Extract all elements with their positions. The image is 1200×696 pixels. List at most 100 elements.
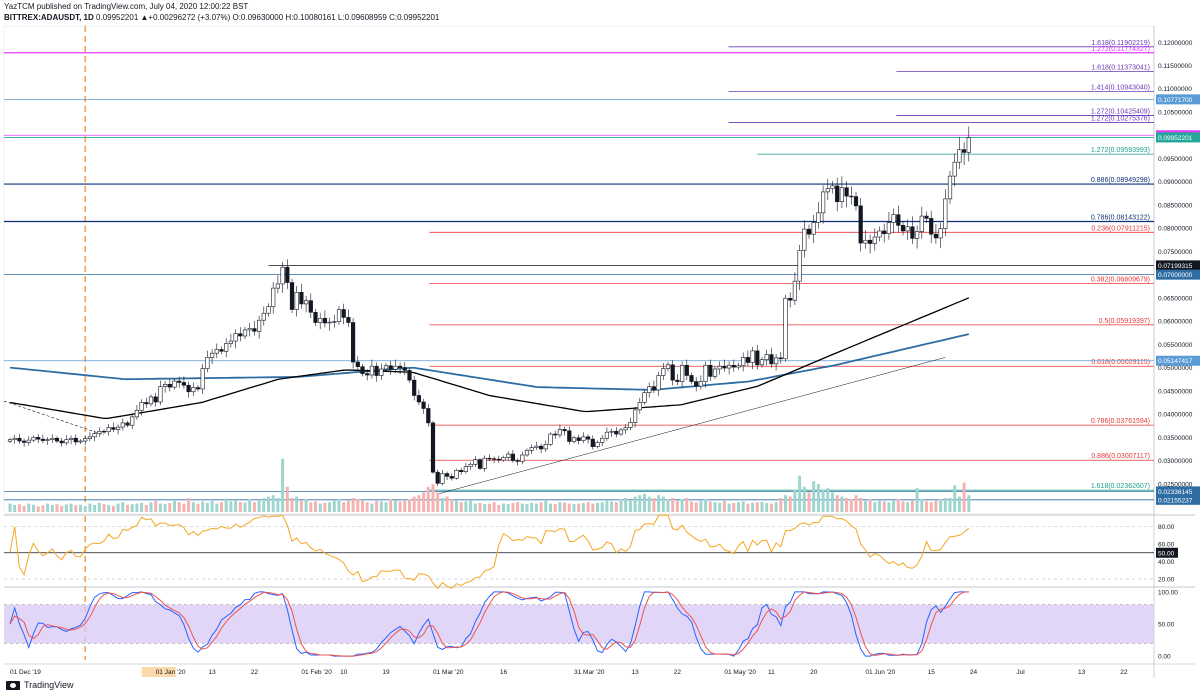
volume-bar [845, 498, 849, 512]
volume-bar [205, 502, 209, 512]
candle [557, 424, 562, 438]
volume-bar [426, 486, 430, 512]
volume-bar [835, 495, 839, 512]
volume-bar [784, 495, 787, 512]
candle-body [350, 322, 356, 363]
price-label-text: 0.10771700 [1158, 97, 1193, 104]
candle-body [313, 311, 318, 323]
time-tick-label: Jul [1016, 669, 1025, 676]
candle [12, 435, 17, 444]
volume-bar [455, 500, 458, 512]
price-tick-label: 0.06000000 [1158, 319, 1193, 326]
time-tick-label: 13 [1078, 669, 1086, 676]
candle [886, 212, 891, 240]
candle [40, 434, 45, 444]
volume-bar [934, 500, 938, 512]
candle [31, 435, 36, 443]
candle-body [745, 357, 750, 363]
candle [303, 295, 309, 313]
candle-body [7, 439, 13, 442]
volume-bar [915, 488, 919, 512]
candle [163, 380, 168, 393]
volume-bar [737, 502, 740, 512]
candle-body [407, 370, 412, 381]
volume-bar [497, 505, 501, 512]
candle [600, 435, 605, 447]
candle [416, 389, 422, 406]
candle [73, 434, 78, 446]
volume-bar [309, 502, 313, 512]
volume-bar [464, 501, 468, 512]
time-tick-label: 01 Dec '19 [10, 669, 41, 676]
stoch-k-line [9, 591, 969, 657]
volume-bar [346, 500, 350, 512]
volume-bar [144, 505, 148, 512]
candle-body [825, 188, 830, 193]
candle-body [158, 386, 163, 403]
volume-bar [798, 475, 802, 512]
candle [919, 206, 924, 239]
volume-bar [549, 503, 552, 512]
candle-body [520, 454, 525, 462]
candle [783, 294, 788, 362]
date-highlight [141, 667, 176, 677]
candle-body [877, 230, 882, 238]
volume-bar [318, 503, 322, 512]
volume-bar [102, 504, 106, 512]
price-label-box [1156, 269, 1200, 280]
candle [26, 436, 31, 446]
candle [496, 455, 501, 463]
candle [463, 462, 469, 474]
candle [548, 432, 553, 447]
volume-bar [285, 486, 289, 512]
candle [759, 356, 765, 368]
candle-body [45, 439, 50, 441]
volume-bar [299, 500, 303, 512]
candle-body [332, 321, 337, 323]
candle [712, 366, 718, 380]
candle [158, 380, 163, 406]
candle-body [717, 365, 722, 370]
candle [529, 444, 534, 454]
candle [97, 427, 102, 437]
volume-bar [511, 503, 515, 512]
volume-bar [699, 500, 703, 512]
candle [280, 261, 285, 293]
candle-body [92, 433, 97, 438]
candle-body [252, 328, 257, 332]
candle-body [919, 215, 924, 232]
candle [825, 178, 830, 201]
volume-bar [210, 500, 214, 512]
candle-body [402, 367, 407, 371]
volume-bar [948, 498, 952, 512]
volume-bar [408, 499, 411, 512]
volume-bar [628, 500, 632, 512]
volume-bar [610, 501, 614, 512]
volume-bar [379, 501, 383, 512]
candle [661, 362, 666, 380]
volume-bar [281, 458, 285, 512]
candle [322, 310, 328, 328]
volume-bar [558, 502, 562, 512]
candle-body [726, 364, 732, 369]
time-tick-label: 01 May '20 [724, 669, 756, 676]
volume-bar [807, 492, 811, 512]
volume-bar [27, 503, 31, 512]
candle [482, 455, 487, 472]
volume-bar [370, 503, 374, 512]
volume-bar [732, 503, 736, 512]
volume-bar [929, 502, 933, 512]
price-tick-label: 0.06500000 [1158, 295, 1193, 302]
candle [637, 397, 642, 414]
time-tick-label: 24 [970, 669, 978, 676]
volume-bar [765, 503, 769, 512]
ma-50-line [9, 297, 970, 420]
volume-bar [290, 498, 294, 512]
candle [689, 372, 694, 385]
volume-bar [243, 502, 247, 512]
candle [623, 424, 628, 434]
candle [567, 426, 572, 445]
candle [858, 197, 863, 252]
candle-body [153, 396, 158, 403]
